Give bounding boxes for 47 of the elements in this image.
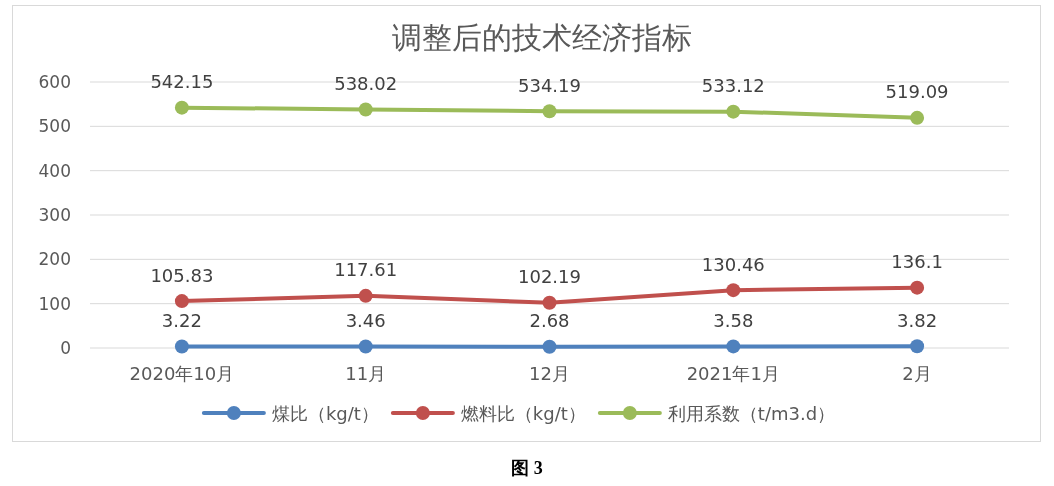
data-label: 3.22 — [161, 310, 202, 332]
caption: 图 3 — [511, 458, 543, 478]
data-label: 3.46 — [345, 309, 386, 331]
x-tick-label: 11月 — [345, 362, 387, 384]
y-tick-label: 400 — [38, 160, 71, 181]
y-tick-label: 200 — [38, 249, 71, 270]
point — [174, 100, 189, 115]
x-tick-label: 2020年10月 — [129, 362, 235, 384]
data-label: 102.19 — [518, 266, 581, 288]
chart-title: 调整后的技术经济指标 — [391, 19, 692, 55]
legend-label: 燃料比（kg/t） — [460, 402, 586, 424]
y-tick-label: 600 — [38, 72, 71, 92]
data-label: 136.1 — [891, 251, 943, 273]
point — [726, 104, 741, 119]
point — [726, 339, 741, 354]
data-label: 533.12 — [701, 75, 765, 97]
legend-label: 煤比（kg/t） — [271, 402, 379, 424]
point — [910, 339, 925, 354]
point — [726, 283, 741, 298]
point — [358, 339, 373, 354]
y-tick-label: 100 — [38, 293, 71, 314]
data-label: 117.61 — [334, 259, 398, 281]
y-tick-label: 500 — [38, 116, 71, 137]
point — [174, 294, 189, 309]
data-label: 105.83 — [150, 264, 214, 286]
x-tick-label: 2月 — [902, 362, 932, 384]
point — [174, 339, 189, 354]
data-label: 542.15 — [150, 71, 214, 93]
y-tick-label: 0 — [60, 338, 71, 358]
data-label: 2.68 — [529, 310, 570, 332]
point — [358, 288, 373, 303]
point — [542, 104, 557, 119]
point — [542, 295, 557, 310]
x-tick-label: 2021年1月 — [686, 362, 780, 384]
data-label: 534.19 — [518, 74, 581, 96]
data-label: 519.09 — [885, 81, 949, 103]
data-label: 130.46 — [701, 253, 765, 275]
point — [542, 339, 557, 354]
point — [910, 280, 925, 295]
y-tick-label: 300 — [38, 205, 71, 225]
data-label: 538.02 — [334, 72, 398, 94]
legend-label: 利用系数（t/m3.d） — [667, 402, 836, 424]
x-tick-label: 12月 — [529, 362, 570, 384]
data-label: 3.58 — [713, 309, 754, 331]
data-label: 3.82 — [897, 309, 938, 331]
point — [358, 102, 373, 117]
point — [910, 110, 925, 125]
